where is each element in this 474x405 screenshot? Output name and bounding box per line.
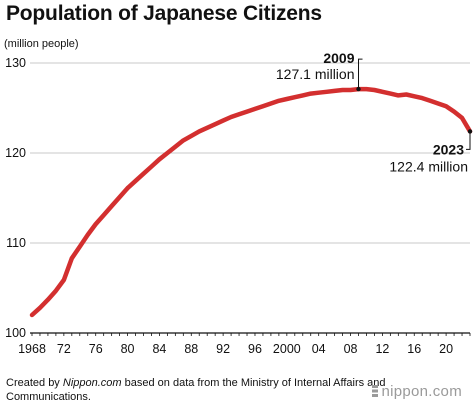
x-tick-label-20: 20	[439, 342, 453, 356]
annotation-marker-2023	[467, 129, 473, 134]
chart-title: Population of Japanese Citizens	[6, 2, 322, 25]
y-tick-label-130: 130	[5, 56, 26, 70]
x-tick-label-76: 76	[89, 342, 103, 356]
footer-suffix: based on data from the Ministry of Inter…	[6, 377, 386, 403]
logo-dots-icon	[372, 385, 379, 397]
y-tick-label-100: 100	[5, 326, 26, 340]
x-tick-label-92: 92	[216, 342, 230, 356]
y-axis-unit-label: (million people)	[4, 38, 79, 50]
annotation-year-2023: 2023	[433, 141, 464, 157]
x-tick-label-2000: 2000	[273, 342, 301, 356]
x-tick-label-08: 08	[344, 342, 358, 356]
x-tick-label-16: 16	[407, 342, 421, 356]
x-tick-label-96: 96	[248, 342, 262, 356]
x-tick-label-80: 80	[121, 342, 135, 356]
x-tick-label-88: 88	[184, 342, 198, 356]
annotation-leader-2009	[358, 58, 363, 88]
footer-site: Nippon.com	[62, 377, 122, 389]
annotation-value-2023: 122.4 million	[389, 158, 468, 174]
site-logo: nippon.com	[372, 383, 462, 400]
x-tick-label-1968: 1968	[18, 342, 46, 356]
annotation-leader-2023	[466, 133, 471, 150]
annotation-value-2009: 127.1 million	[276, 66, 355, 82]
annotation-marker-2009	[356, 86, 361, 92]
x-tick-label-12: 12	[375, 342, 389, 356]
y-tick-label-120: 120	[5, 146, 26, 160]
footer-prefix: Created by	[6, 377, 63, 389]
x-tick-label-04: 04	[312, 342, 326, 356]
source-footer: Created by Nippon.com based on data from…	[6, 376, 386, 404]
x-tick-label-72: 72	[57, 342, 71, 356]
x-tick-label-84: 84	[152, 342, 166, 356]
annotation-year-2009: 2009	[323, 50, 354, 66]
population-line	[29, 86, 473, 318]
y-tick-label-110: 110	[6, 236, 26, 250]
